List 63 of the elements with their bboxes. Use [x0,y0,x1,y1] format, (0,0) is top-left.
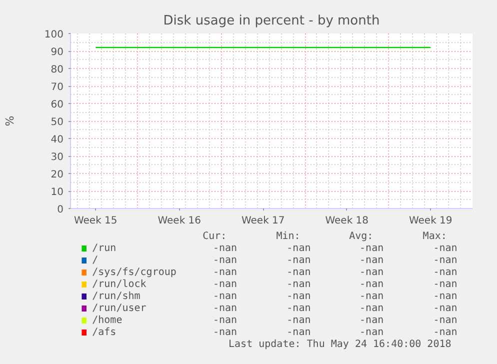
text: -nan [286,267,311,278]
y-tick-label: 0 [57,204,64,216]
legend-label: /run/shm [92,291,140,302]
chart-title: Disk usage in percent - by month [163,14,380,28]
x-tick-label: Week 17 [241,216,285,226]
text: -nan [360,255,384,266]
y-tick-label: 10 [50,187,64,198]
legend-label: /home [92,315,122,326]
y-tick-label: 70 [50,82,64,93]
legend-label: / [92,255,98,266]
y-tick-label: 60 [50,100,64,110]
legend-label: /sys/fs/cgroup [92,267,176,278]
text: -nan [212,303,238,314]
text: -nan [360,327,384,338]
text: -nan [433,255,458,266]
text: -nan [212,279,238,290]
x-tick-label: Week 15 [74,216,118,226]
text: -nan [360,267,384,278]
text: -nan [286,243,311,254]
text: Min: [276,231,300,242]
text: -nan [433,315,458,326]
y-tick-label: 90 [50,47,64,58]
text: -nan [360,243,384,254]
text: Avg: [349,231,374,242]
y-tick-label: 40 [50,134,64,146]
text: -nan [433,279,458,290]
text: -nan [286,303,311,314]
text: -nan [433,327,458,338]
y-axis-title: % [3,116,16,126]
text: -nan [360,279,384,290]
text: -nan [286,291,311,302]
x-tick-label: Week 19 [408,216,452,226]
text: -nan [360,303,384,314]
x-tick-label: Week 18 [325,216,369,226]
text: -nan [360,315,384,326]
text: -nan [212,315,238,326]
text: -nan [433,267,458,278]
text: -nan [433,303,458,314]
text: -nan [212,291,238,302]
text: -nan [212,243,238,254]
text: -nan [286,279,311,290]
text: -nan [286,255,311,266]
y-tick-label: 20 [50,170,64,180]
text: -nan [212,267,238,278]
text: Max: [422,231,447,242]
y-tick-label: 80 [50,64,64,76]
legend-label: /run [92,243,116,254]
x-tick-label: Week 16 [158,216,202,226]
y-tick-label: 30 [50,152,64,163]
y-tick-label: 100 [44,30,64,40]
text: -nan [286,327,311,338]
text: -nan [212,327,238,338]
text: -nan [433,291,458,302]
text: Cur: [202,231,227,242]
text: -nan [286,315,311,326]
text: -nan [360,291,384,302]
text: -nan [433,243,458,254]
legend-label: /afs [92,327,116,338]
legend-label: /run/lock [92,279,146,290]
y-tick-label: 50 [50,117,64,128]
text: Last update: Thu May 24 16:40:00 2018 [228,339,452,350]
text: -nan [212,255,238,266]
legend-label: /run/user [92,303,146,314]
